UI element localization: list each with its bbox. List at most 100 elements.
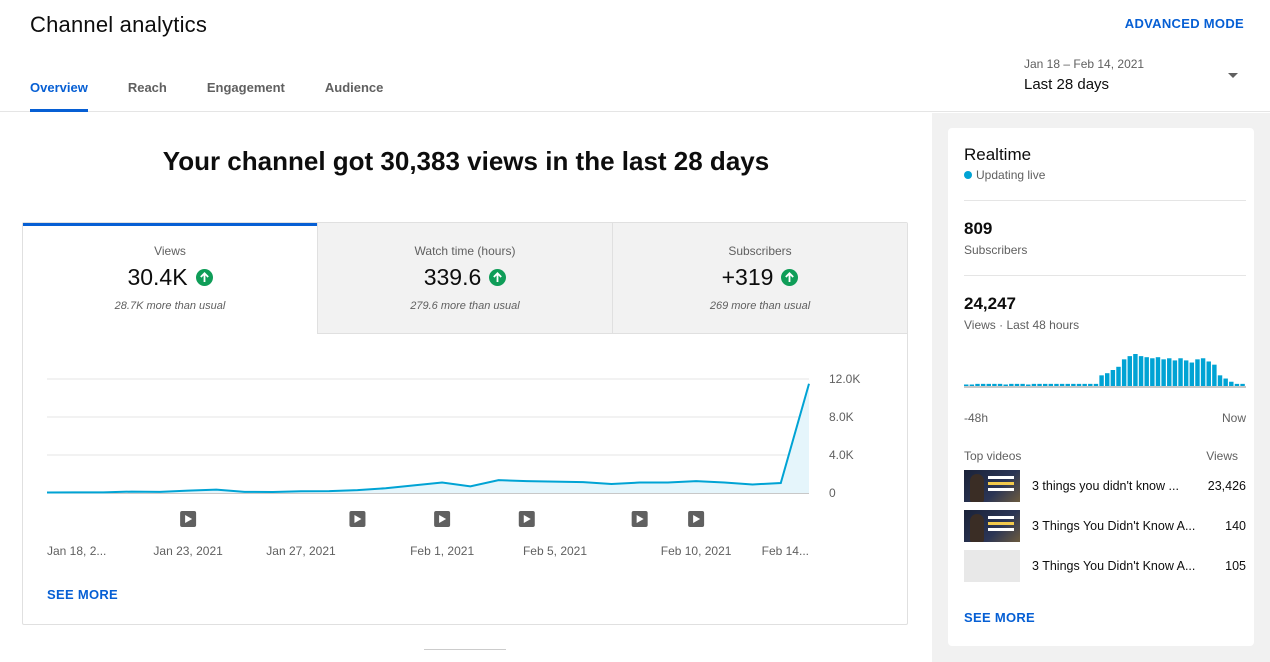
realtime-bar[interactable]: [1172, 360, 1178, 386]
realtime-bar[interactable]: [1037, 383, 1042, 386]
tab-audience[interactable]: Audience: [324, 80, 384, 95]
tab-reach[interactable]: Reach: [127, 80, 167, 95]
divider: [424, 649, 506, 650]
realtime-bar[interactable]: [1144, 357, 1149, 386]
realtime-bar[interactable]: [1048, 383, 1054, 386]
realtime-bar[interactable]: [1065, 383, 1070, 386]
views-area: [47, 383, 809, 493]
realtime-bar[interactable]: [1206, 361, 1211, 386]
realtime-bar[interactable]: [1054, 383, 1059, 386]
realtime-bar[interactable]: [1059, 383, 1065, 386]
realtime-bar[interactable]: [1155, 357, 1161, 386]
realtime-bar[interactable]: [1240, 383, 1245, 386]
realtime-bar[interactable]: [1071, 383, 1076, 386]
metric-label: Watch time (hours): [414, 244, 516, 258]
realtime-bar[interactable]: [1020, 383, 1025, 386]
realtime-bar[interactable]: [1088, 383, 1093, 386]
arrow-up-icon: [781, 269, 799, 286]
realtime-bar[interactable]: [1217, 375, 1223, 386]
top-video-row[interactable]: 3 Things You Didn't Know A... 140: [964, 510, 1246, 542]
top-video-row[interactable]: 3 Things You Didn't Know A... 105: [964, 550, 1246, 582]
realtime-bar[interactable]: [986, 383, 991, 386]
video-published-icon[interactable]: [434, 511, 451, 527]
realtime-bar[interactable]: [1099, 375, 1104, 386]
realtime-bar[interactable]: [1009, 383, 1014, 386]
see-more-button[interactable]: SEE MORE: [47, 587, 119, 602]
metric-tab-subscribers[interactable]: Subscribers +319 269 more than usual: [612, 223, 907, 334]
realtime-bar[interactable]: [969, 384, 975, 387]
live-status-text: Updating live: [976, 168, 1046, 182]
realtime-bar[interactable]: [1138, 356, 1144, 386]
realtime-bar[interactable]: [1189, 362, 1195, 386]
video-published-icon[interactable]: [688, 511, 705, 527]
realtime-card: Realtime Updating live 809 Subscribers 2…: [948, 128, 1254, 646]
x-tick-label: Jan 23, 2021: [153, 544, 223, 558]
tab-engagement[interactable]: Engagement: [206, 80, 285, 95]
metric-note: 279.6 more than usual: [410, 300, 520, 312]
advanced-mode-button[interactable]: ADVANCED MODE: [1124, 16, 1244, 31]
metric-tabs: Views 30.4K 28.7K more than usual Watch …: [23, 223, 907, 334]
realtime-bar[interactable]: [1234, 383, 1240, 386]
axis-start-label: -48h: [964, 411, 989, 425]
realtime-bar[interactable]: [1082, 383, 1087, 386]
realtime-bar[interactable]: [1105, 373, 1110, 386]
realtime-bar[interactable]: [1127, 356, 1132, 386]
realtime-bar[interactable]: [1076, 383, 1082, 386]
x-tick-label: Jan 27, 2021: [266, 544, 336, 558]
divider: [964, 275, 1246, 276]
realtime-bar[interactable]: [1183, 360, 1189, 386]
realtime-bar[interactable]: [1110, 370, 1116, 386]
date-preset-label: Last 28 days: [1024, 76, 1110, 93]
realtime-bar[interactable]: [1167, 358, 1172, 386]
video-views: 23,426: [1207, 479, 1246, 493]
realtime-bar[interactable]: [964, 384, 969, 387]
realtime-bar[interactable]: [1200, 358, 1206, 386]
realtime-bar[interactable]: [1014, 383, 1020, 386]
date-range-text: Jan 18 – Feb 14, 2021: [1024, 57, 1145, 71]
realtime-title: Realtime: [964, 145, 1032, 164]
video-thumbnail: [964, 510, 1020, 542]
metric-value: 30.4K: [127, 264, 188, 290]
video-published-icon[interactable]: [349, 511, 366, 527]
realtime-bar[interactable]: [1223, 378, 1228, 386]
video-published-icon[interactable]: [180, 511, 197, 527]
realtime-bar[interactable]: [1229, 381, 1234, 386]
realtime-bar[interactable]: [1150, 358, 1155, 386]
metric-label: Subscribers: [728, 244, 792, 258]
realtime-bar[interactable]: [1178, 358, 1183, 386]
metric-value-row: 339.6: [424, 264, 507, 291]
metric-tab-watch-time[interactable]: Watch time (hours) 339.6 279.6 more than…: [317, 223, 612, 334]
realtime-bar[interactable]: [975, 383, 980, 386]
realtime-views-label: Views · Last 48 hours: [964, 318, 1080, 332]
realtime-bar[interactable]: [997, 383, 1003, 386]
views-headline: Your channel got 30,383 views in the las…: [162, 146, 770, 176]
video-published-icon[interactable]: [518, 511, 535, 527]
tab-overview[interactable]: Overview: [30, 80, 88, 112]
realtime-see-more-button[interactable]: SEE MORE: [964, 610, 1036, 625]
top-video-row[interactable]: 3 things you didn't know ... 23,426: [964, 470, 1246, 502]
date-range-picker[interactable]: Jan 18 – Feb 14, 2021 Last 28 days: [1024, 57, 1246, 93]
views-line-chart[interactable]: 12.0K 8.0K 4.0K 0 Jan 18, 2... Jan 23, 2021 Ja…: [23, 334, 909, 574]
realtime-bar[interactable]: [1026, 384, 1031, 387]
realtime-bar[interactable]: [1121, 359, 1127, 386]
realtime-bar[interactable]: [1133, 354, 1138, 386]
axis-end-label: Now: [1221, 411, 1246, 425]
live-status: Updating live: [964, 168, 1045, 182]
metric-tab-views[interactable]: Views 30.4K 28.7K more than usual: [23, 223, 317, 334]
realtime-bar[interactable]: [1042, 383, 1048, 386]
video-title: 3 things you didn't know ...: [1032, 479, 1179, 493]
realtime-bar[interactable]: [1003, 384, 1008, 387]
realtime-bar[interactable]: [1116, 366, 1121, 386]
realtime-sidebar: Realtime Updating live 809 Subscribers 2…: [932, 113, 1270, 662]
realtime-bar[interactable]: [1093, 383, 1099, 386]
realtime-bar[interactable]: [1195, 359, 1200, 386]
realtime-bar[interactable]: [1161, 359, 1166, 386]
video-published-icon[interactable]: [631, 511, 648, 527]
metric-value: +319: [721, 264, 774, 290]
realtime-bar-chart[interactable]: [964, 346, 1246, 388]
realtime-bar[interactable]: [980, 383, 986, 386]
video-title: 3 Things You Didn't Know A...: [1032, 519, 1196, 533]
realtime-bar[interactable]: [1031, 383, 1037, 386]
realtime-bar[interactable]: [992, 383, 997, 386]
realtime-bar[interactable]: [1212, 364, 1217, 386]
